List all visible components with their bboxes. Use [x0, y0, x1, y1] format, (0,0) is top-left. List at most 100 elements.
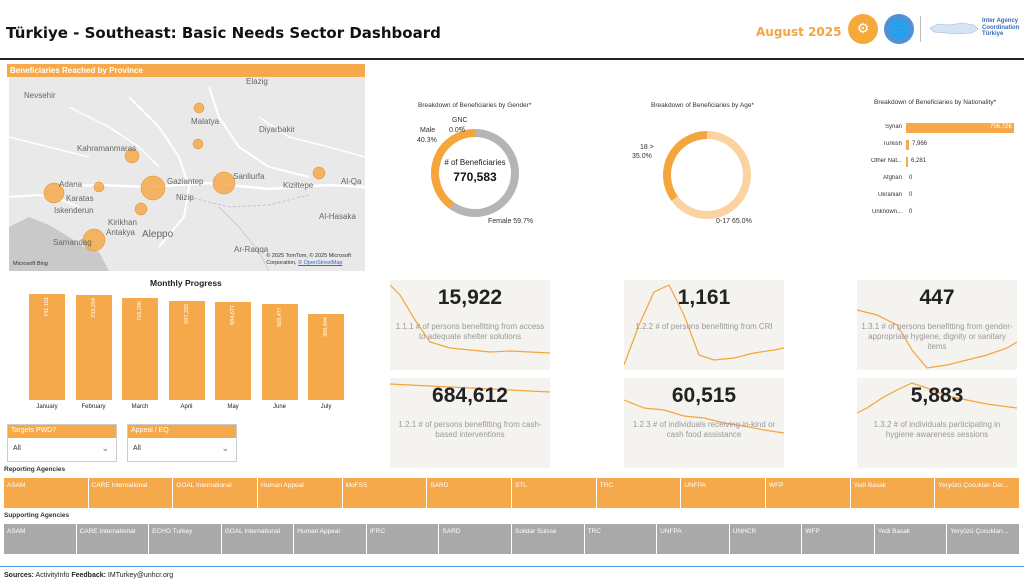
sparkline-path	[390, 284, 550, 354]
agency-tile[interactable]: SARD	[439, 524, 512, 554]
adult-slice[interactable]	[663, 131, 708, 201]
slicer-label: Targets PWD?	[8, 425, 116, 438]
month-bar[interactable]: 697,333	[168, 301, 205, 400]
slicer-dropdown[interactable]: All ⌄	[133, 443, 229, 453]
map-canvas	[9, 86, 365, 271]
page-title: Türkiye - Southeast: Basic Needs Sector …	[6, 24, 441, 42]
kpi-value: 1,161	[677, 286, 731, 309]
gender-donut-chart	[431, 125, 519, 217]
age-donut-chart	[663, 131, 751, 219]
province-bubble	[124, 148, 140, 164]
nationality-name: Syrian	[884, 124, 902, 130]
agency-tile[interactable]: Yeryüzü Çocukları Der...	[935, 478, 1020, 508]
agency-tile[interactable]: SARD	[427, 478, 512, 508]
kpi-description: 1.3.2 # of individuals participating in …	[873, 420, 1001, 439]
agency-tile[interactable]: UNFPA	[657, 524, 730, 554]
targets-pwd-slicer[interactable]: Targets PWD? All ⌄	[7, 424, 117, 462]
month-value: 669,477	[276, 307, 283, 327]
month-bar[interactable]: 741,181	[29, 294, 65, 400]
kpi-card[interactable]: 447 1.3.1 # of persons benefitting from g…	[857, 280, 1017, 370]
kpi-card[interactable]: 1,161 1.2.2 # of persons benefitting from…	[624, 280, 784, 370]
chevron-down-icon[interactable]: ⌄	[101, 443, 109, 453]
kpi-sparkline	[857, 309, 1017, 369]
city-label: Kahramanmaras	[77, 144, 137, 153]
month-bar[interactable]: 733,254	[75, 295, 112, 400]
osm-link[interactable]: © OpenStreetMap	[298, 260, 343, 266]
month-bar[interactable]: 684,671	[215, 302, 251, 400]
city-label: Aleppo	[142, 229, 174, 240]
agency-tile[interactable]: IFRC	[366, 524, 440, 554]
gnc-pct: 0.0%	[449, 127, 465, 134]
agency-tile[interactable]: TRC	[584, 524, 658, 554]
kpi-sparkline	[390, 383, 550, 393]
agency-tile[interactable]: ASAM	[4, 478, 89, 508]
nationality-name: Unknown...	[871, 209, 902, 215]
agency-tile[interactable]: STL	[512, 478, 597, 508]
child-slice[interactable]	[671, 131, 751, 219]
chevron-down-icon[interactable]: ⌄	[221, 443, 229, 453]
kpi-card[interactable]: 60,515 1.2.3 # of individuals receiving i…	[624, 378, 784, 468]
province-bubble	[140, 175, 166, 201]
month-value: 741,181	[44, 297, 50, 317]
agency-tile[interactable]: GOAL International	[173, 478, 258, 508]
nationality-bar[interactable]	[906, 123, 1014, 133]
agency-tile[interactable]: UNHCR	[729, 524, 803, 554]
agency-tile[interactable]: CARE International	[88, 478, 174, 508]
agency-tile[interactable]: Yedi Basak	[874, 524, 948, 554]
agency-tile[interactable]: Human Appeal	[294, 524, 367, 554]
agency-tile[interactable]: UNFPA	[681, 478, 766, 508]
agency-tile[interactable]: WFP	[766, 478, 851, 508]
kpi-card[interactable]: 684,612 1.2.1 # of persons benefitting fr…	[390, 378, 550, 468]
city-label: Nevsehir	[24, 91, 56, 100]
month-bar[interactable]: 716,206	[122, 298, 158, 400]
agency-tile[interactable]: GOAL International	[221, 524, 295, 554]
province-bubble	[93, 181, 105, 193]
agency-tile[interactable]: MoFSS	[342, 478, 428, 508]
city-label: Samandag	[53, 238, 92, 247]
city-label: Malatya	[191, 117, 220, 126]
slicer-dropdown[interactable]: All ⌄	[13, 443, 109, 453]
male-slice[interactable]	[431, 129, 476, 210]
agency-tile[interactable]: WFP	[802, 524, 875, 554]
month-value: 716,206	[137, 301, 143, 321]
nationality-value: 6,281	[911, 158, 927, 164]
month-label: January	[36, 404, 58, 410]
kpi-sparkline	[624, 399, 784, 434]
agency-tile[interactable]: Yedi Basak	[850, 478, 936, 508]
city-label: Al-Qa	[341, 177, 362, 186]
agency-tile[interactable]: Yeryüzü Çocukları...	[947, 524, 1020, 554]
kpi-card[interactable]: 15,922 1.1.1 # of persons benefitting fro…	[390, 280, 550, 370]
appeal-eq-slicer[interactable]: Appeal / EQ All ⌄	[127, 424, 237, 462]
feedback-email[interactable]: IMTurkey@unhcr.org	[107, 572, 174, 579]
nationality-bar[interactable]	[906, 157, 908, 167]
agency-tile[interactable]: Solidar Suisse	[512, 524, 585, 554]
footer: Sources: ActivityInfo Feedback: IMTurkey…	[4, 572, 174, 579]
nationality-name: Ukranian	[877, 192, 902, 198]
agency-tile[interactable]: TRC	[596, 478, 682, 508]
city-label: Gaziantep	[167, 177, 204, 186]
province-map[interactable]: Nevsehir Elazig Malatya Diyarbakir Kahra…	[9, 77, 365, 271]
agency-tile[interactable]: ECHO Turkey	[149, 524, 222, 554]
agency-tile[interactable]: Human Appeal	[258, 478, 343, 508]
kpi-sparkline	[390, 284, 550, 354]
slicer-label: Appeal / EQ	[128, 425, 236, 438]
donut-center-label: # of Beneficiaries	[444, 158, 506, 167]
agency-tile[interactable]: ASAM	[4, 524, 77, 554]
road	[68, 106, 160, 168]
sparkline-path	[624, 399, 784, 434]
nationality-value: 756,726	[990, 124, 1012, 130]
month-bar[interactable]: 398,844	[308, 314, 344, 400]
report-date: August 2025	[756, 25, 842, 39]
sparkline-path	[857, 382, 1017, 414]
map-brand: Microsoft Bing	[13, 261, 48, 267]
month-label: February	[81, 404, 106, 410]
month-bar[interactable]: 669,477	[261, 304, 298, 400]
nationality-name: Afghan	[882, 175, 902, 181]
kpi-card[interactable]: 5,883 1.3.2 # of individuals participatin…	[857, 378, 1017, 468]
agency-tile[interactable]: CARE International	[76, 524, 150, 554]
nationality-bar[interactable]	[906, 140, 909, 150]
female-slice[interactable]	[449, 129, 519, 217]
reporting-agencies-label: Reporting Agencies	[4, 466, 66, 473]
city-label: Diyarbakir	[259, 125, 296, 134]
nationality-value: 0	[909, 192, 913, 198]
